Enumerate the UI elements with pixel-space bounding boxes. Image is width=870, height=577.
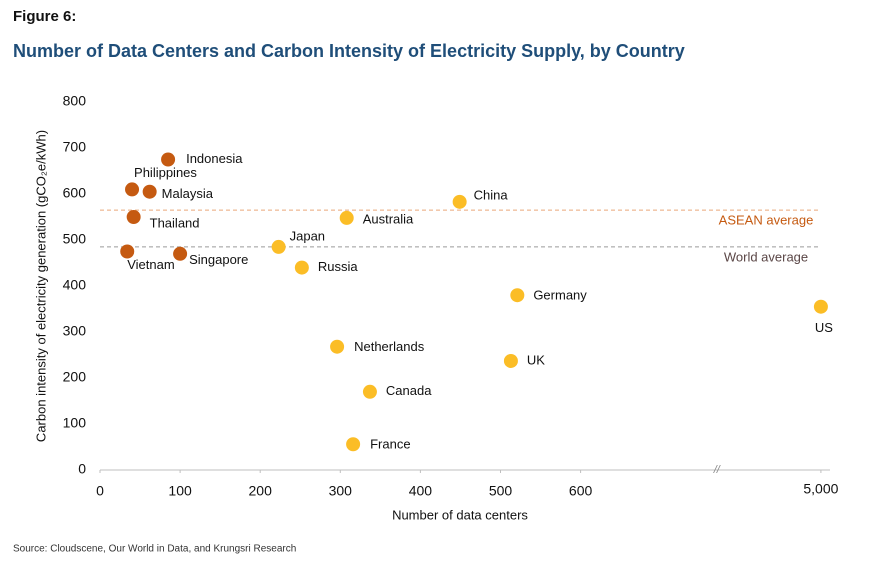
x-tick-label: 100 [168,483,192,499]
data-point [452,194,467,209]
y-tick-label: 700 [63,139,87,155]
point-label: China [474,187,509,202]
data-point [362,384,377,399]
data-point [346,437,361,452]
point-label: Singapore [189,252,248,267]
data-point [126,210,141,224]
reference-label: World average [724,249,808,264]
point-label: Japan [290,228,325,243]
data-point [120,244,135,259]
data-point [142,184,157,199]
x-tick-label: 0 [96,483,104,499]
point-label: UK [527,352,545,367]
data-point [510,288,525,303]
point-label: Indonesia [186,151,243,166]
y-tick-label: 200 [63,369,87,385]
data-point [330,339,345,354]
x-tick-label: 500 [489,483,513,499]
y-tick-label: 0 [78,461,86,477]
y-tick-label: 600 [63,185,87,201]
x-tick-label: 400 [409,483,433,499]
point-label: Netherlands [354,339,425,354]
point-label: Vietnam [127,257,174,272]
y-axis-title: Carbon intensity of electricity generati… [33,130,48,442]
x-tick-label: 300 [329,483,353,499]
data-point [173,246,188,261]
point-label: Germany [533,288,587,303]
point-label: Malaysia [162,186,214,201]
point-label: Russia [318,259,359,274]
x-tick-label: 5,000 [803,481,838,497]
axis-break: // [713,464,721,476]
reference-label: ASEAN average [719,213,814,228]
point-label: US [815,320,833,335]
data-point [339,210,354,225]
point-label: Philippines [134,165,197,180]
point-label: Australia [363,211,414,226]
y-tick-label: 100 [63,415,87,431]
chart-title: Number of Data Centers and Carbon Intens… [13,41,685,61]
point-label: Thailand [150,215,200,230]
data-point [161,152,176,167]
x-tick-label: 200 [249,483,273,499]
data-point [813,299,828,314]
y-tick-label: 400 [63,277,87,293]
data-point [294,260,309,275]
x-tick-label: 600 [569,483,593,499]
figure-label: Figure 6: [13,8,76,25]
y-tick-label: 300 [63,323,87,339]
y-tick-label: 500 [63,231,87,247]
data-point [125,182,140,197]
point-label: France [370,437,410,452]
data-point [271,239,286,254]
y-tick-label: 800 [63,93,87,109]
data-point [503,353,518,368]
point-label: Canada [386,383,432,398]
x-axis-title: Number of data centers [392,507,528,522]
source: Source: Cloudscene, Our World in Data, a… [13,544,296,555]
